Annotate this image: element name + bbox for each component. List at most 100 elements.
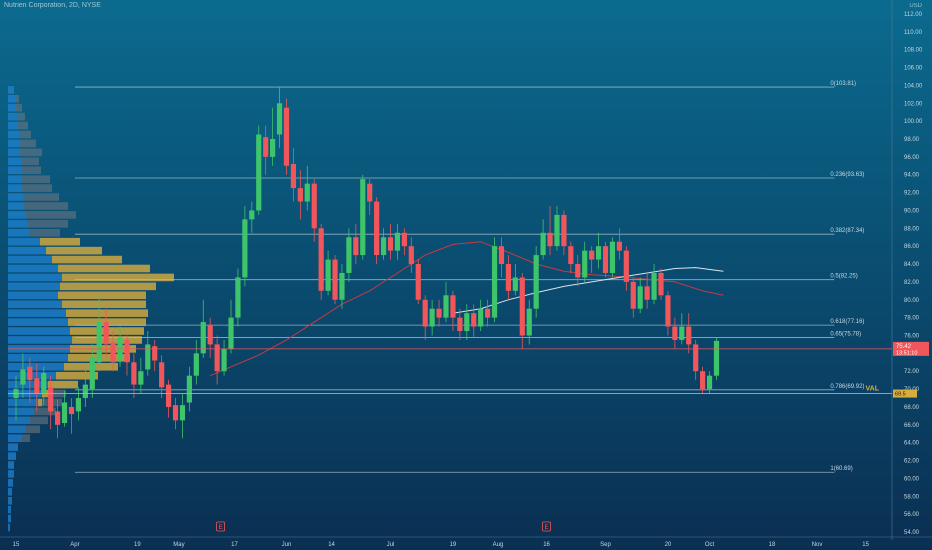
time-tick-label: Jul	[387, 542, 395, 548]
candle-body	[589, 250, 595, 260]
volume-profile-bar-blue	[8, 514, 11, 523]
candle	[214, 335, 220, 385]
candle	[249, 201, 255, 233]
candle	[387, 223, 394, 260]
candle	[450, 290, 456, 332]
candle-body	[360, 179, 366, 256]
volume-profile-bar-blue	[8, 157, 21, 166]
candle-body	[450, 295, 456, 318]
price-tick-label: 56.00	[904, 512, 920, 518]
volume-profile-bar-blue	[8, 175, 22, 183]
candle-body	[61, 402, 68, 424]
candle	[193, 339, 199, 385]
candle	[547, 205, 553, 256]
time-axis[interactable]: 15 Apr 19 May 17 Jun 14 Jul 19 Aug 16 Sep 20 Oct 18 Nov…	[0, 521, 932, 548]
candle-body	[318, 228, 324, 291]
volume-profile-bar-blue	[8, 220, 28, 228]
candle-body	[200, 322, 206, 354]
candle-body	[526, 308, 532, 336]
earnings-marker-icon[interactable]: E	[216, 521, 225, 532]
val-badge-value: 69.5	[895, 392, 906, 398]
price-tick-label: 54.00	[904, 530, 920, 536]
volume-profile-bar-gray	[20, 139, 36, 148]
candle	[172, 398, 179, 430]
price-tick-label: 80.00	[904, 298, 920, 304]
candle	[367, 179, 373, 215]
candle	[693, 339, 699, 381]
volume-profile-bar-gray	[16, 103, 22, 112]
candle	[686, 313, 692, 354]
candle	[270, 107, 276, 166]
volume-profile-bar-gray	[18, 121, 28, 130]
price-tick-label: 76.00	[904, 333, 920, 339]
volume-profile-bar-gray	[24, 202, 68, 210]
candle-body	[82, 384, 88, 399]
fib-level-label: 0.236(93.63)	[830, 172, 864, 178]
candle-body	[346, 237, 352, 273]
price-tick-label: 58.00	[904, 494, 920, 500]
candle	[609, 237, 616, 278]
candle-body	[554, 214, 560, 247]
price-tick-label: 90.00	[904, 208, 920, 214]
candle	[568, 241, 574, 273]
volume-profile-bar-gray	[22, 175, 50, 183]
candle	[131, 353, 137, 399]
candle-body	[138, 371, 144, 385]
volume-profile-bar-gold	[48, 380, 78, 389]
volume-profile-bar-gray	[26, 425, 40, 434]
price-tick-label: 88.00	[904, 226, 920, 232]
candle-body	[491, 246, 498, 318]
candle-body	[304, 183, 310, 202]
candle-body	[374, 201, 380, 256]
volume-profile-bar-gold	[62, 273, 174, 282]
volume-profile-bar-blue	[8, 380, 48, 389]
candle-body	[686, 326, 692, 345]
val-badge: 69.5	[893, 389, 917, 398]
candle-body	[519, 277, 525, 336]
candle-body	[159, 362, 165, 388]
candle	[540, 219, 546, 260]
volume-profile-bar-gold	[58, 291, 146, 300]
time-tick-label: Nov	[812, 542, 823, 548]
candle-body	[339, 272, 345, 300]
candle	[276, 87, 283, 148]
volume-profile-bar-blue	[8, 246, 46, 255]
candle-body	[623, 250, 629, 282]
fibonacci-retracement[interactable]: 0(103.81) 0.236(93.63) 0.382(87.34) 0.5(82.…	[74, 81, 864, 473]
volume-profile-bar-gray	[30, 416, 48, 425]
candle	[152, 339, 158, 372]
candle-body	[110, 342, 116, 363]
candle-body	[41, 373, 47, 394]
candle	[644, 272, 650, 309]
time-tick-label: 15	[13, 542, 20, 548]
volume-profile-bar-blue	[8, 327, 70, 335]
candle	[457, 308, 463, 340]
fib-level-label: 0(103.81)	[830, 81, 856, 87]
candle	[138, 357, 144, 394]
candle-body	[443, 295, 449, 318]
price-tick-label: 64.00	[904, 441, 920, 447]
candle	[408, 237, 414, 273]
volume-profile-bar-gray	[26, 211, 76, 219]
price-tick-label: 84.00	[904, 262, 920, 268]
candle	[346, 228, 352, 282]
time-tick-label: 20	[665, 542, 672, 548]
candle	[145, 331, 151, 376]
fib-level-label: 0.382(87.34)	[830, 228, 864, 234]
candle-body	[228, 317, 234, 349]
candle-body	[471, 313, 477, 327]
candle	[283, 98, 290, 175]
candle-body	[48, 387, 54, 412]
candle-body	[263, 137, 269, 157]
candle	[623, 246, 629, 291]
candle	[200, 299, 206, 358]
candle-body	[533, 255, 539, 309]
price-axis[interactable]: 54.00 56.00 58.00 60.00 62.00 64.00 66.00 68.00…	[891, 0, 923, 540]
candle-body	[595, 246, 602, 260]
earnings-marker-icon[interactable]: E	[542, 521, 551, 532]
volume-profile-bar-gold	[62, 300, 146, 309]
candle	[207, 317, 213, 358]
volume-profile-bar-blue	[8, 228, 30, 237]
